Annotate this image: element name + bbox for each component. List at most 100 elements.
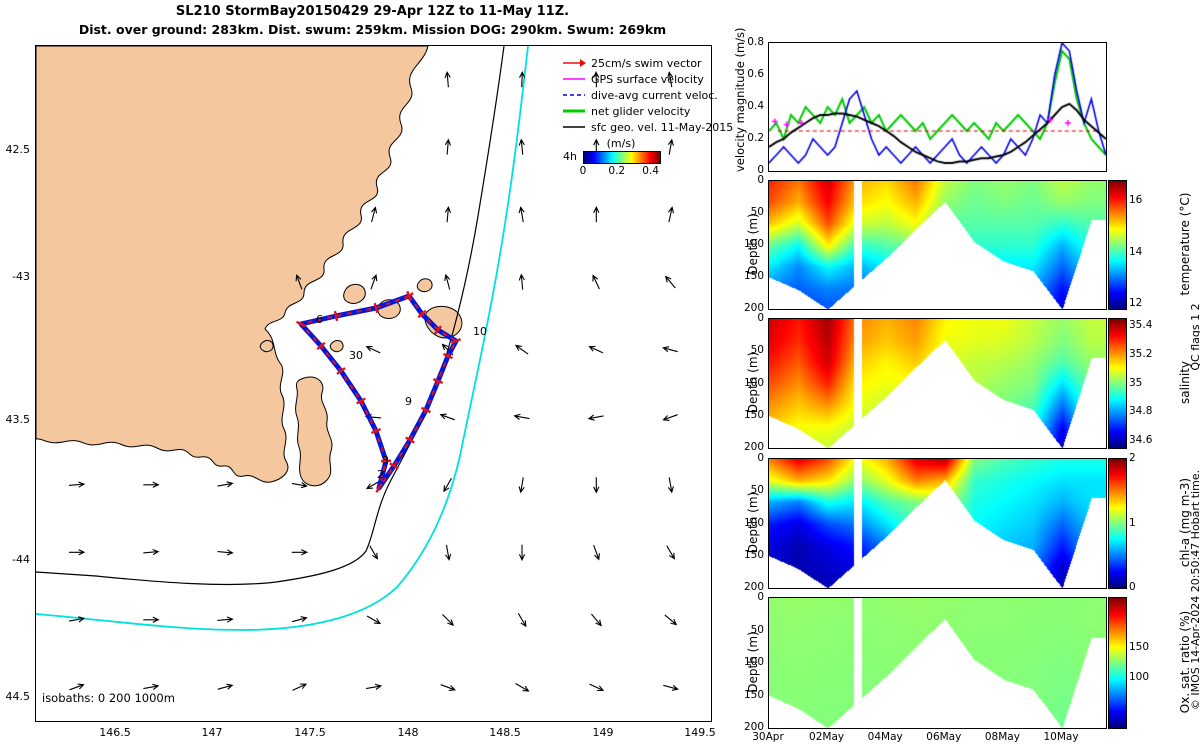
velocity-arrow [292,683,308,691]
velocity-arrow [69,616,86,623]
velocity-arrow [69,549,86,556]
legend-colorbar-tick: 0.4 [642,165,659,177]
legend-item-label: sfc geo. vel. 11-May-2015 [591,120,734,134]
track-number-label: 9 [405,395,412,408]
depth-tick-label: 200 [743,581,764,593]
velocity-arrow [667,71,674,88]
depth-tick-label: 50 [750,623,764,636]
legend-colorbar-title: (m/s) [606,137,636,150]
legend-scale-label: 4h [563,150,577,163]
line-legend-sample-icon [563,78,585,80]
map-x-tick-label: 149 [592,726,614,739]
velocity-arrow [444,138,452,155]
depth-tick-label: 0 [757,591,764,603]
depth-tick-label: 100 [743,656,764,668]
velocity-arrow [143,481,160,488]
glider-track-labels: 6 30 10 9 32 [316,313,487,481]
depth-tick-label: 0 [757,452,764,464]
velocity-y-tick-label: 0 [757,164,764,176]
velocity-arrow [664,275,676,289]
temperature-colorbar [1108,180,1127,310]
velocity-arrow [291,549,309,556]
imos-credit-note: © IMOS 14-Apr-2024 20:50:47 Hobart time. [1189,469,1200,710]
velocity-arrow [291,482,308,489]
velocity-arrow [592,274,600,290]
map-y-tick-label: 42.5 [5,143,31,156]
chla-section [769,459,1106,588]
dashed-legend-sample-icon [563,94,585,96]
depth-tick-label: 0 [757,312,764,324]
colorbar-tick-label: 12 [1129,296,1143,309]
legend-item: dive-avg current veloc. [563,87,733,103]
velocity-arrow [439,413,455,421]
thick-legend-sample-icon [563,109,585,113]
track-number-label: 2 [377,468,384,481]
velocity-arrow [593,477,600,494]
velocity-plot [769,43,1106,171]
colorbar-tick-label: 16 [1129,194,1143,207]
depth-tick-label: 200 [743,441,764,453]
velocity-arrow [291,616,308,623]
track-number-label: 30 [349,349,363,362]
colorbar-tick-label: 34.6 [1129,433,1153,446]
track-line-red [299,295,458,489]
temperature-section [769,181,1106,309]
isobath-1000m-line [35,45,529,631]
velocity-y-tick-label: 0.8 [747,36,764,48]
velocity-arrow [519,71,526,88]
colorbar-tick-label: 100 [1129,671,1150,684]
velocity-arrow [513,413,530,420]
qc-flags-note: QC flags 1 2 [1189,303,1200,371]
colorbar-tick-label: 35.2 [1129,347,1153,360]
map-canvas: 6 30 10 9 32 [35,45,711,721]
velocity-arrow [365,345,381,354]
time-x-tick-label: 04May [867,731,903,743]
legend-item: sfc geo. vel. 11-May-2015 [563,119,733,135]
velocity-arrow [667,206,675,223]
velocity-arrow [518,138,525,155]
legend-item: 25cm/s swim vector [563,55,733,71]
velocity-arrow [589,683,605,692]
velocity-arrow [664,614,678,626]
land-islet [329,340,344,353]
depth-tick-label: 50 [750,484,764,497]
depth-tick-label: 200 [743,721,764,733]
colorbar-tick-label: 34.8 [1129,405,1153,418]
swim-vector-tick [432,378,444,384]
colorbar-tick-label: 2 [1129,452,1136,464]
legend-item-label: net glider velocity [591,104,691,118]
legend-item-label: GPS surface velocity [591,72,704,86]
depth-tick-label: 150 [743,688,764,701]
map-x-tick-label: 147 [201,726,223,739]
velocity-arrow [143,616,160,623]
velocity-arrow [143,548,160,556]
velocity-arrow [518,273,525,290]
map-y-tick-label: -44 [12,553,30,566]
colorbar-tick-label: 1 [1129,516,1136,529]
salinity-colorbar [1108,318,1127,449]
velocity-arrow [366,683,383,690]
time-x-tick-label: 08May [984,731,1020,743]
velocity-arrow [593,71,600,88]
legend-colorbar-tick: 0 [579,165,587,177]
legend-colorbar [583,151,661,164]
legend-item-label: 25cm/s swim vector [591,56,702,70]
velocity-arrow [662,414,678,421]
map-y-tick-label: 43.5 [5,413,31,426]
velocity-arrow [593,545,600,561]
legend-item-label: dive-avg current veloc. [591,88,718,102]
track-number-label: 10 [473,325,487,338]
oxsat-panel [768,597,1107,729]
land-islet [259,340,274,353]
glider-track [295,290,462,493]
velocity-arrow [68,481,86,488]
map-x-tick-label: 149.5 [684,726,716,739]
colorbar-tick-label: 35.4 [1129,319,1153,332]
salinity-section [769,319,1106,448]
colorbar-tick-label: 14 [1129,245,1143,258]
depth-tick-label: 150 [743,408,764,421]
land-island [416,278,433,293]
velocity-arrow [217,683,234,690]
velocity-arrow [143,683,160,690]
velocity-arrow [587,414,604,421]
